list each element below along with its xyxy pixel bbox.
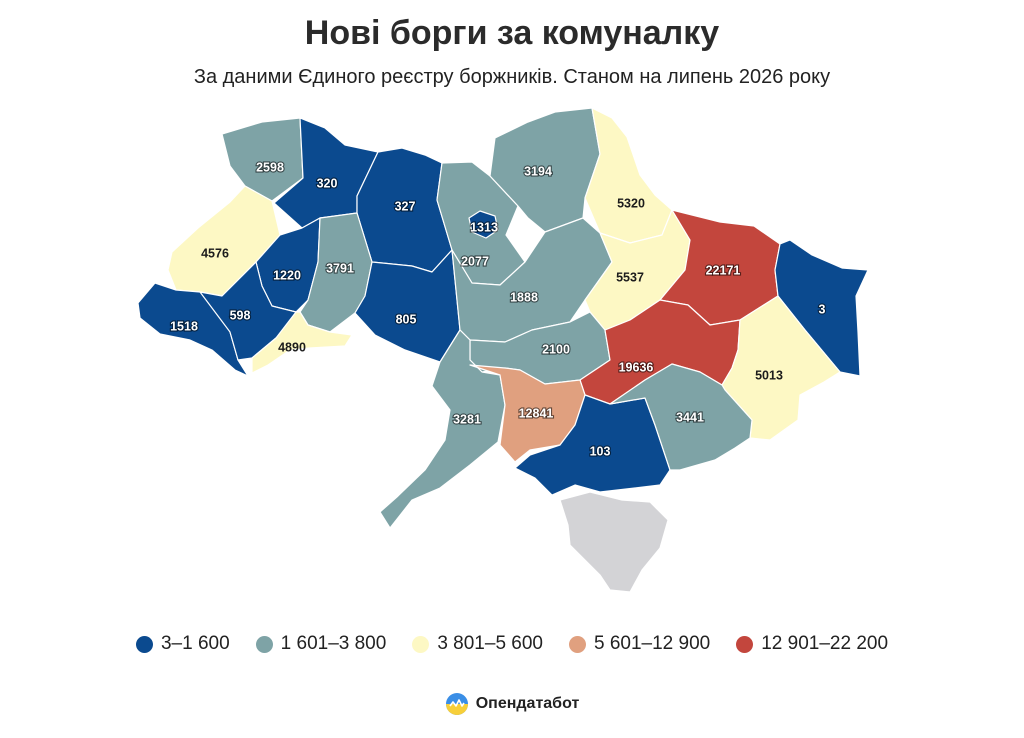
- region-volyn: [221, 117, 304, 202]
- legend-swatch: [135, 635, 153, 653]
- region-value-vinnytsia: 805: [396, 312, 417, 326]
- region-value-sumy: 5320: [617, 196, 645, 210]
- region-value-luhansk: 3: [819, 302, 826, 316]
- region-value-kirovohrad: 2100: [542, 342, 570, 356]
- legend-item: 5 601–12 900: [569, 633, 710, 655]
- legend-item: 1 601–3 800: [255, 633, 387, 655]
- region-value-khmelnytskyi: 3791: [326, 261, 354, 275]
- map-title: Нові борги за комуналку: [304, 14, 720, 52]
- region-value-zhytomyr: 327: [395, 199, 416, 213]
- region-value-kyiv-oblast: 2077: [461, 254, 489, 268]
- region-value-rivne: 320: [317, 176, 338, 190]
- region-value-lviv: 4576: [201, 246, 229, 260]
- region-value-volyn: 2598: [256, 160, 284, 174]
- region-value-ternopil: 1220: [273, 268, 301, 282]
- region-value-odesa: 3281: [453, 412, 481, 426]
- legend-label: 12 901–22 200: [761, 633, 889, 654]
- region-value-zaporizhzhia: 3441: [676, 410, 704, 424]
- legend-label: 3–1 600: [160, 633, 230, 654]
- region-value-donetsk: 5013: [755, 368, 783, 382]
- legend-swatch: [569, 635, 586, 653]
- region-value-kyiv-city: 1313: [470, 220, 498, 234]
- map-subtitle: За даними Єдиного реєстру боржників. Ста…: [193, 66, 831, 88]
- legend-label: 3 801–5 600: [437, 633, 543, 654]
- region-value-chernivtsi: 4890: [278, 340, 306, 354]
- labels-layer: 2598 320 327 2077 1313 3194 5320 4576 1220 3791 80…: [169, 159, 827, 459]
- region-value-ivano-frankivsk: 598: [230, 308, 251, 322]
- region-value-poltava: 5537: [616, 270, 644, 284]
- region-value-kherson: 103: [590, 444, 611, 458]
- legend-label: 1 601–3 800: [280, 633, 387, 654]
- legend-item: 3–1 600: [135, 633, 230, 655]
- legend-swatch: [736, 635, 754, 653]
- region-chernivtsi: [251, 311, 353, 374]
- region-value-dnipro: 19636: [619, 360, 654, 374]
- region-value-cherkasy: 1888: [510, 290, 538, 304]
- region-sumy: [584, 107, 673, 244]
- region-value-kharkiv: 22171: [706, 263, 741, 277]
- region-crimea: [559, 491, 669, 593]
- opendatabot-logo-icon: [445, 693, 468, 715]
- region-donetsk: [721, 295, 841, 441]
- legend-swatch: [412, 635, 430, 653]
- legend-swatch: [255, 635, 273, 653]
- region-vinnytsia: [354, 249, 461, 363]
- legend-item: 12 901–22 200: [736, 633, 888, 655]
- legend-label: 5 601–12 900: [594, 633, 711, 654]
- brand-name: Опендатабот: [475, 695, 580, 712]
- region-value-zakarpattia: 1518: [170, 319, 198, 333]
- regions-layer: [137, 107, 869, 593]
- region-kyiv-city: [468, 210, 499, 239]
- region-value-mykolaiv: 12841: [519, 406, 554, 420]
- brand-footer: Опендатабот: [0, 692, 1024, 716]
- legend-item: 3 801–5 600: [412, 633, 543, 655]
- region-zaporizhzhia: [609, 363, 753, 471]
- region-odesa: [379, 329, 506, 529]
- legend: 3–1 600 1 601–3 800 3 801–5 600 5 601–12…: [0, 633, 1024, 655]
- region-value-chernihiv: 3194: [524, 164, 552, 178]
